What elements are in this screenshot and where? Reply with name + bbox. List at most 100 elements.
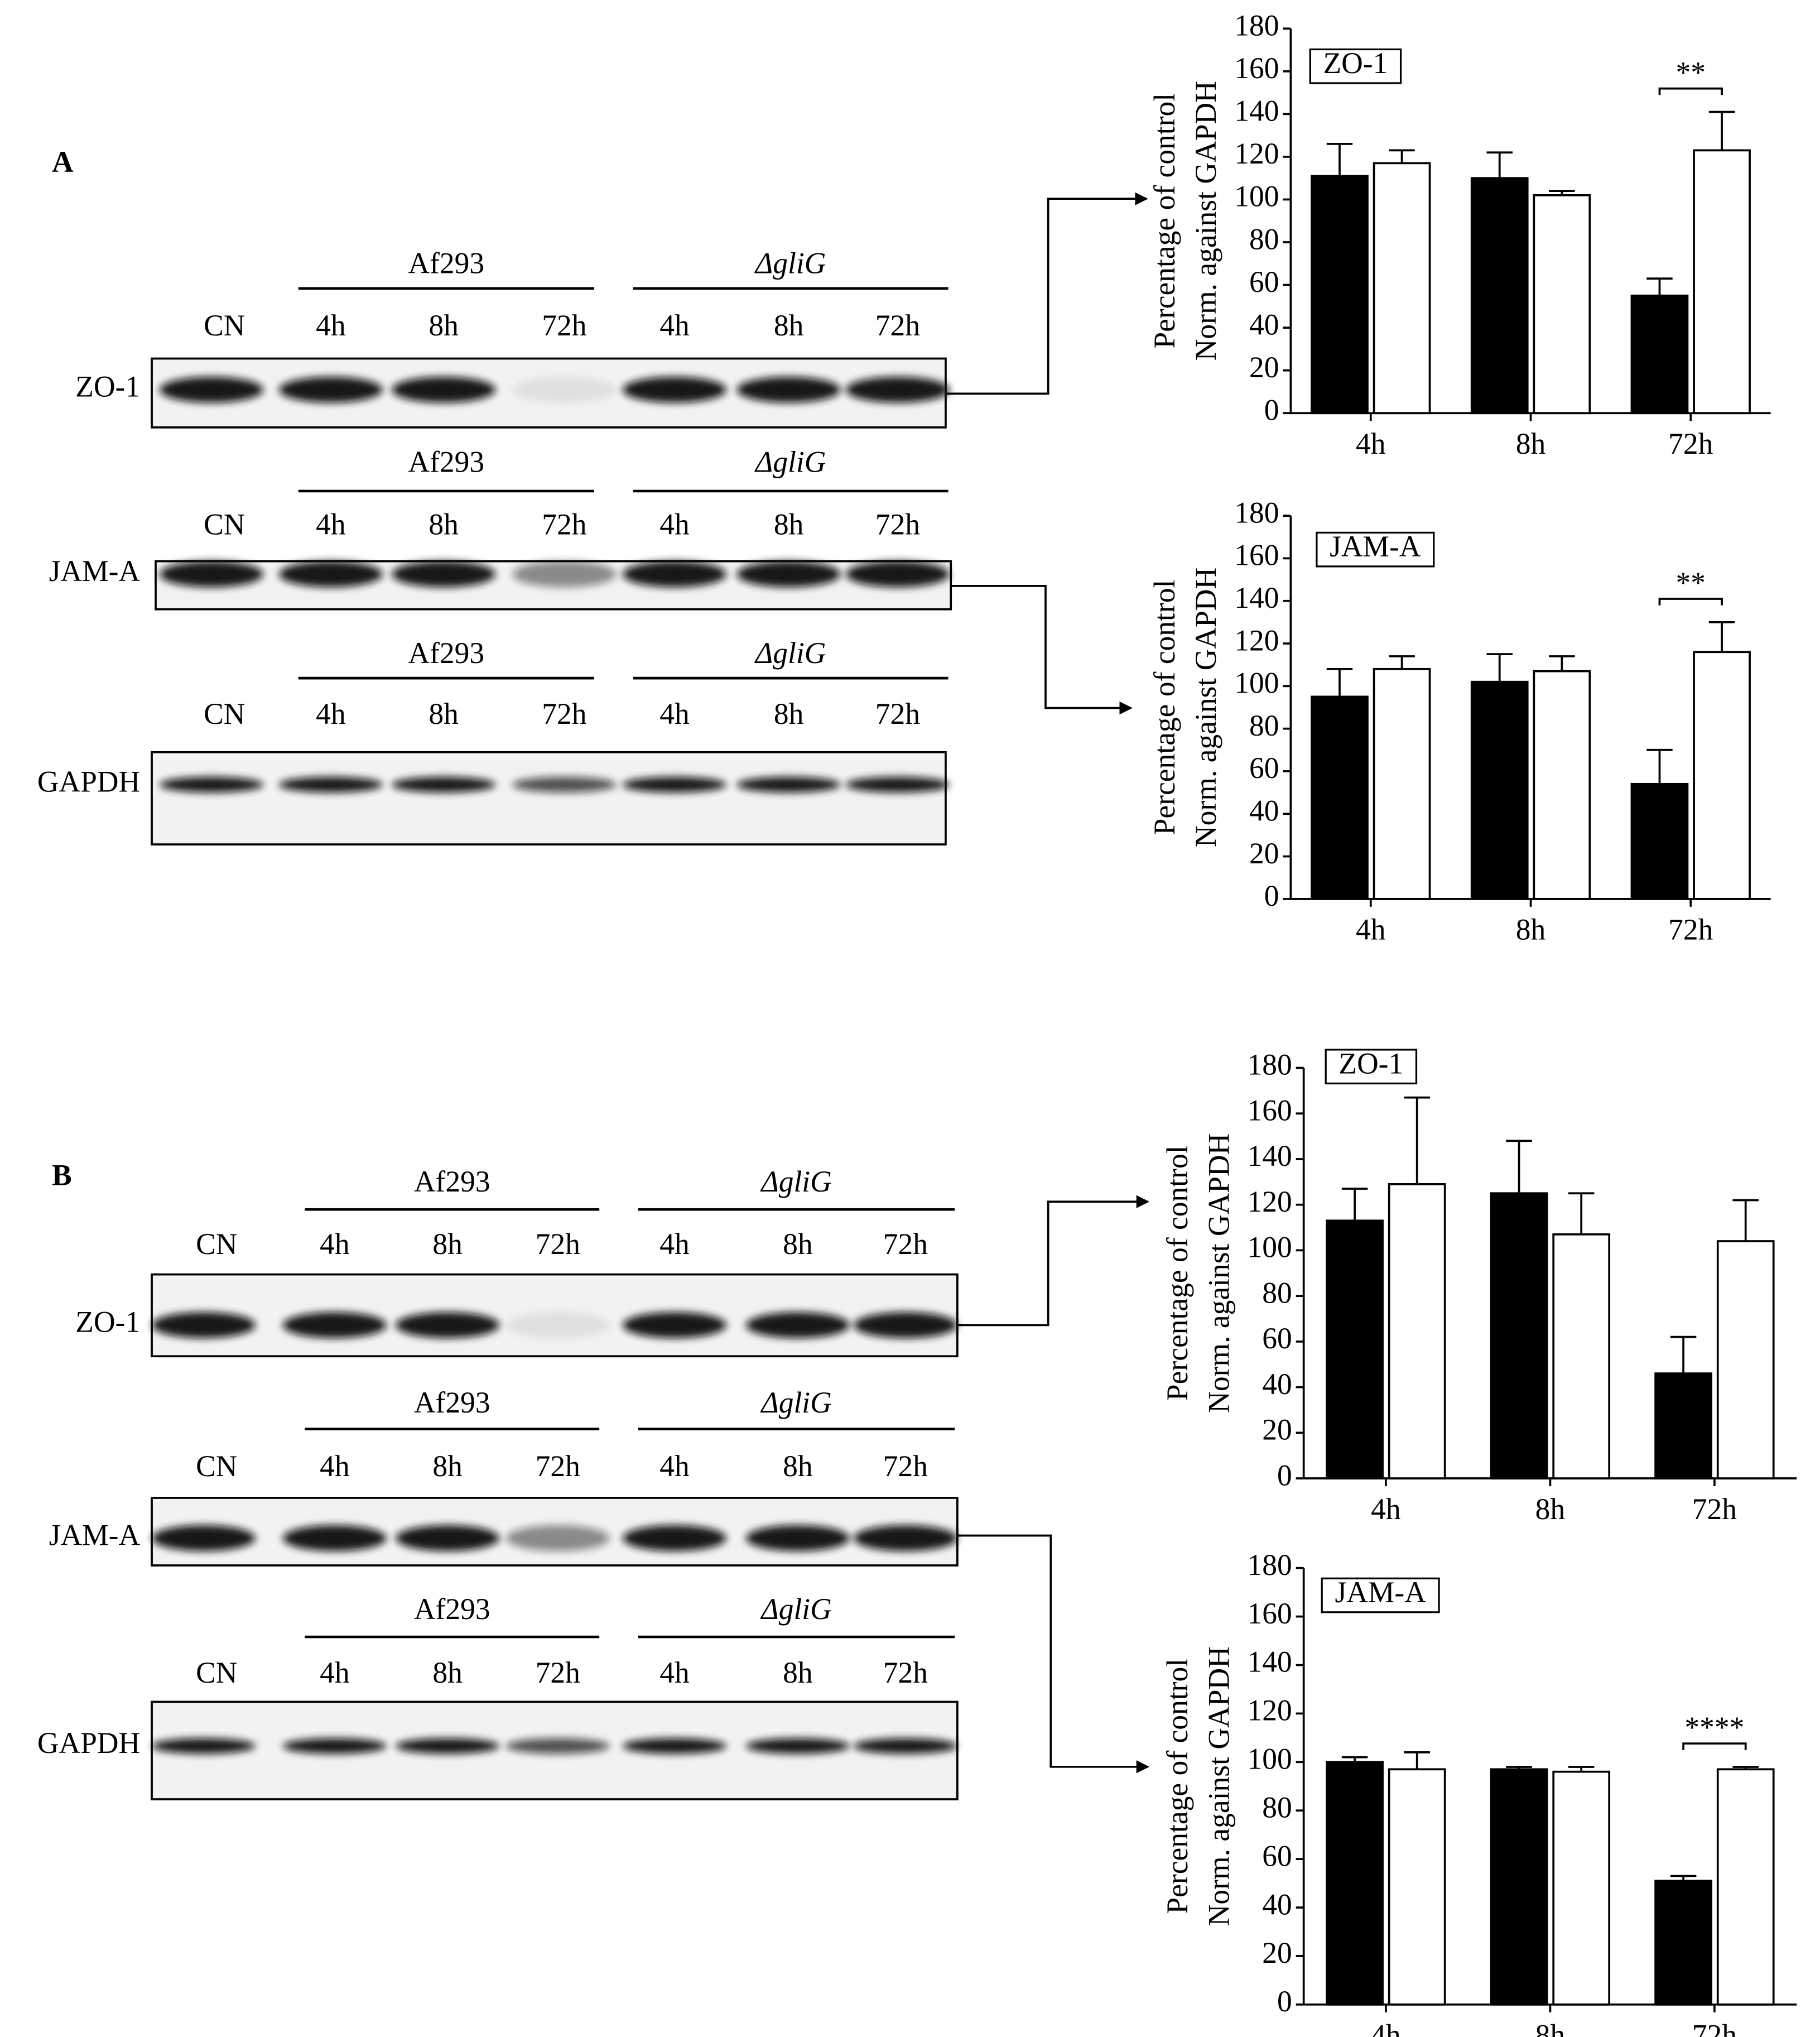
y-tick-label: 40 (1249, 308, 1279, 341)
y-tick-label: 40 (1249, 794, 1279, 828)
x-tick-label: 72h (1692, 1492, 1737, 1526)
y-tick-label: 0 (1277, 1458, 1292, 1492)
band (845, 377, 950, 403)
band (159, 561, 263, 588)
lane-label: 8h (428, 309, 459, 342)
y-tick-label: 180 (1248, 1048, 1292, 1082)
lane-label: 4h (659, 1449, 690, 1483)
bar (1326, 1761, 1384, 2006)
chart-label-box (1316, 531, 1435, 568)
band (392, 561, 496, 588)
lane-label: 4h (316, 309, 346, 342)
protein-label: GAPDH (37, 765, 140, 798)
y-tick-label: 100 (1234, 666, 1279, 700)
lane-label: 72h (883, 1656, 928, 1689)
band (396, 1525, 500, 1551)
lane-label: CN (196, 1227, 237, 1261)
y-tick-label: 20 (1249, 350, 1279, 384)
y-tick-label: 140 (1234, 94, 1279, 128)
y-tick-label: 180 (1234, 8, 1279, 42)
bar (1373, 667, 1431, 900)
band (282, 1312, 387, 1338)
x-tick-label: 72h (1668, 427, 1713, 460)
bar (1311, 695, 1369, 900)
group-label: ΔgliG (754, 636, 826, 670)
band (159, 377, 263, 403)
lane-label: 4h (659, 697, 690, 731)
chart-label: JAM-A (1330, 530, 1421, 563)
bar (1533, 194, 1591, 415)
x-tick-label: 8h (1535, 2019, 1566, 2037)
x-tick-label: 8h (1516, 913, 1546, 947)
y-tick-label: 20 (1249, 837, 1279, 870)
band (845, 561, 950, 588)
lane-label: 4h (659, 1656, 690, 1689)
chart-label: ZO-1 (1323, 46, 1388, 80)
x-tick-label: 4h (1356, 427, 1386, 460)
band (278, 777, 383, 792)
y-tick-label: 160 (1248, 1597, 1292, 1630)
x-tick-label: 72h (1668, 913, 1713, 947)
bar (1470, 680, 1529, 900)
y-tick-label: 80 (1262, 1790, 1292, 1824)
y-axis-label: Percentage of control (1161, 1145, 1194, 1401)
protein-label: ZO-1 (75, 1305, 140, 1339)
band (152, 1312, 256, 1338)
y-tick-label: 80 (1249, 222, 1279, 256)
band (282, 1525, 387, 1551)
panel-letter: A (52, 145, 74, 179)
arrow (957, 1534, 1149, 1774)
band (623, 777, 727, 792)
y-tick-label: 0 (1277, 1985, 1292, 2018)
x-tick-label: 72h (1692, 2019, 1737, 2037)
significance-bracket (1658, 598, 1723, 606)
y-tick-label: 20 (1262, 1413, 1292, 1447)
lane-label: 4h (316, 507, 346, 541)
band (745, 1738, 850, 1754)
y-tick-label: 120 (1234, 623, 1279, 657)
lane-label: 8h (774, 309, 804, 342)
y-tick-label: 180 (1234, 496, 1279, 529)
bar (1716, 1240, 1775, 1479)
band (392, 377, 496, 403)
blot-image (151, 751, 947, 845)
lane-label: 4h (659, 309, 690, 342)
band (623, 1312, 727, 1338)
bar (1490, 1768, 1548, 2006)
y-axis-label: Percentage of control (1148, 93, 1181, 349)
lane-label: 72h (536, 1227, 580, 1261)
group-label: Af293 (414, 1386, 490, 1419)
bar (1326, 1219, 1384, 1479)
arrow (945, 192, 1148, 395)
arrow (951, 584, 1133, 715)
y-tick-label: 100 (1248, 1742, 1292, 1776)
y-axis-label: Percentage of control (1161, 1659, 1194, 1914)
band (278, 377, 383, 403)
band (512, 377, 617, 403)
y-tick-label: 120 (1248, 1185, 1292, 1218)
bar (1552, 1770, 1611, 2006)
lane-label: 8h (432, 1449, 463, 1483)
group-label: Af293 (408, 246, 484, 280)
y-tick-label: 60 (1249, 751, 1279, 785)
x-tick-label: 4h (1356, 913, 1386, 947)
chart-label-box (1325, 1049, 1418, 1085)
y-tick-label: 100 (1248, 1231, 1292, 1264)
bar (1716, 1768, 1775, 2006)
band (736, 377, 841, 403)
y-tick-label: 140 (1248, 1645, 1292, 1679)
lane-label: 72h (542, 309, 586, 342)
lane-label: 8h (428, 697, 459, 731)
y-tick-label: 80 (1262, 1276, 1292, 1309)
lane-label: CN (204, 309, 245, 342)
lane-label: 4h (659, 1227, 690, 1261)
bar (1693, 149, 1751, 415)
group-label: ΔgliG (760, 1165, 831, 1198)
band (512, 777, 617, 792)
y-tick-label: 0 (1264, 393, 1279, 427)
y-axis-label: Norm. against GAPDH (1202, 1646, 1235, 1926)
protein-label: JAM-A (49, 554, 141, 588)
y-tick-label: 100 (1234, 180, 1279, 213)
y-tick-label: 120 (1234, 137, 1279, 170)
